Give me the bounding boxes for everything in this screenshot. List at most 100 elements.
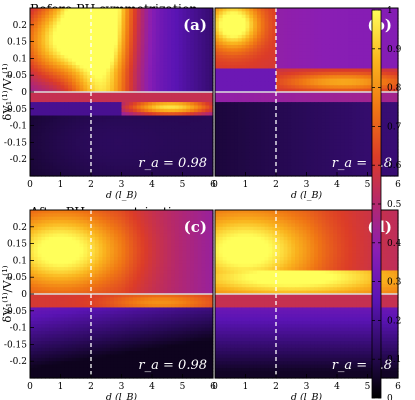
heatmap-cell (79, 108, 84, 113)
heatmap-cell (102, 108, 107, 113)
heatmap-cell (321, 159, 327, 164)
heatmap-cell (205, 213, 210, 218)
heatmap-cell (37, 31, 43, 36)
heatmap-cell (75, 105, 81, 110)
heatmap-cell (102, 142, 107, 147)
heatmap-cell (49, 65, 54, 70)
heatmap-cell (359, 112, 365, 117)
heatmap-cell (186, 55, 191, 59)
heatmap-cell (167, 149, 172, 154)
heatmap-cell (394, 65, 399, 70)
heatmap-cell (295, 132, 300, 137)
heatmap-cell (155, 125, 161, 130)
heatmap-cell (260, 172, 266, 177)
heatmap-cell (37, 108, 43, 113)
heatmap-cell (264, 14, 269, 19)
heatmap-cell (132, 169, 138, 174)
heatmap-cell (264, 75, 269, 80)
heatmap-cell (287, 31, 292, 36)
heatmap-cell (144, 115, 149, 120)
heatmap-cell (302, 88, 308, 93)
heatmap-cell (71, 68, 77, 73)
heatmap-cell (337, 105, 342, 110)
heatmap-cell (64, 24, 69, 29)
heatmap-cell (182, 132, 187, 137)
heatmap-cell (209, 142, 214, 147)
heatmap-cell (45, 65, 50, 70)
heatmap-cell (41, 159, 46, 164)
heatmap-cell (260, 38, 266, 43)
heatmap-cell (132, 38, 138, 43)
heatmap-cell (152, 102, 157, 107)
heatmap-cell (241, 48, 247, 53)
heatmap-cell (333, 149, 338, 154)
heatmap-cell (30, 105, 35, 110)
heatmap-cell (64, 61, 69, 66)
heatmap-cell (359, 31, 365, 36)
heatmap-cell (37, 145, 43, 150)
heatmap-cell (110, 38, 115, 43)
heatmap-cell (329, 115, 334, 120)
heatmap-cell (144, 169, 149, 174)
heatmap-cell (367, 115, 372, 120)
heatmap-cell (193, 95, 199, 100)
heatmap-cell (64, 55, 69, 59)
heatmap-cell (52, 95, 58, 100)
heatmap-cell (33, 102, 39, 107)
heatmap-cell (325, 115, 330, 120)
heatmap-cell (190, 51, 195, 56)
heatmap-cell (125, 115, 130, 120)
heatmap-cell (394, 75, 399, 80)
heatmap-cell (148, 122, 153, 127)
heatmap-cell (94, 118, 100, 123)
heatmap-cell (140, 128, 145, 133)
heatmap-cell (382, 24, 388, 29)
heatmap-cell (174, 8, 180, 12)
heatmap-cell (337, 122, 342, 127)
heatmap-cell (98, 125, 104, 130)
heatmap-cell (302, 155, 308, 160)
heatmap-cell (178, 213, 184, 218)
heatmap-cell (256, 21, 262, 26)
heatmap-cell (140, 14, 145, 19)
heatmap-cell (218, 81, 224, 86)
heatmap-cell (352, 34, 357, 39)
heatmap-cell (190, 152, 195, 157)
heatmap-cell (302, 38, 308, 43)
heatmap-cell (193, 68, 199, 73)
heatmap-cell (136, 34, 142, 39)
heatmap-cell (159, 41, 165, 46)
heatmap-cell (37, 21, 43, 26)
heatmap-cell (209, 44, 214, 49)
heatmap-cell (56, 21, 62, 26)
heatmap-cell (337, 128, 342, 133)
heatmap-cell (41, 169, 46, 174)
heatmap-cell (298, 128, 304, 133)
heatmap-cell (193, 102, 199, 107)
heatmap-cell (167, 159, 172, 164)
heatmap-cell (394, 55, 399, 59)
heatmap-cell (49, 51, 54, 56)
heatmap-cell (148, 216, 153, 221)
heatmap-cell (91, 51, 96, 56)
heatmap-cell (287, 68, 292, 73)
heatmap-cell (352, 18, 357, 23)
heatmap-cell (325, 152, 330, 157)
heatmap-cell (367, 162, 372, 167)
heatmap-cell (268, 78, 273, 83)
heatmap-cell (260, 122, 266, 127)
heatmap-cell (291, 102, 296, 107)
heatmap-cell (178, 85, 184, 90)
heatmap-cell (159, 18, 165, 23)
heatmap-cell (49, 8, 54, 12)
heatmap-cell (201, 115, 206, 120)
heatmap-cell (144, 132, 149, 137)
heatmap-cell (83, 21, 88, 26)
heatmap-cell (41, 132, 46, 137)
heatmap-cell (37, 88, 43, 93)
heatmap-cell (333, 115, 338, 120)
heatmap-cell (272, 152, 277, 157)
heatmap-cell (237, 112, 243, 117)
heatmap-cell (310, 88, 315, 93)
heatmap-cell (125, 152, 130, 157)
